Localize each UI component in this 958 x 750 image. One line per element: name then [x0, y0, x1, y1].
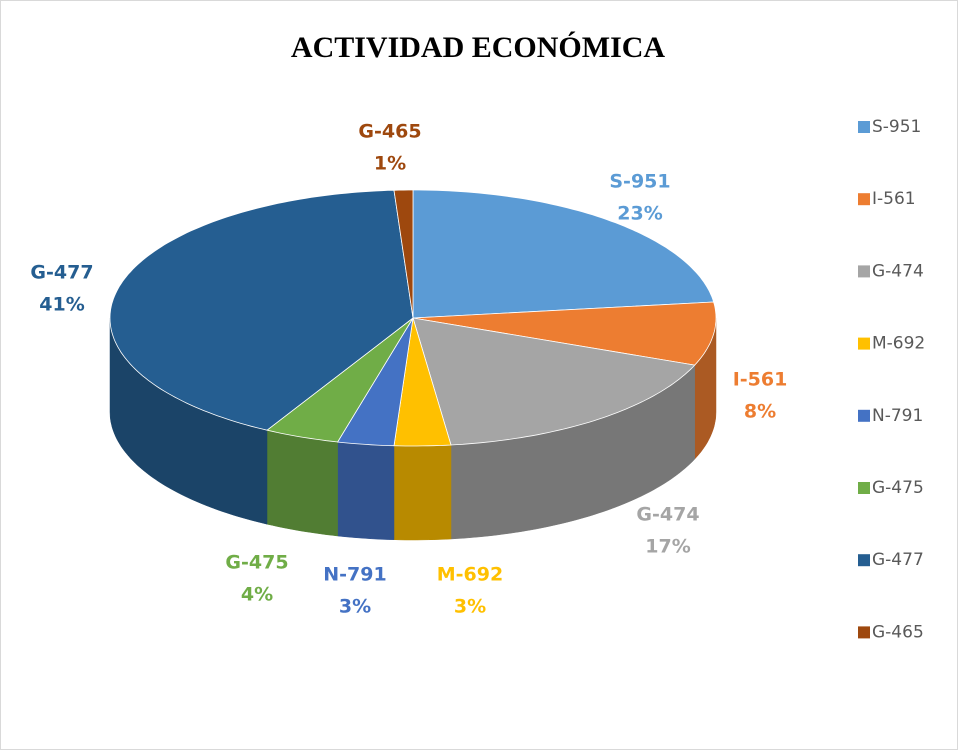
legend-swatch	[858, 121, 870, 133]
data-label-value: 17%	[645, 536, 690, 558]
data-label-value: 8%	[744, 401, 776, 423]
pie-slice	[266, 317, 414, 443]
legend-label: G-475	[872, 478, 924, 498]
pie-slice	[412, 301, 717, 366]
pie-slice	[109, 189, 414, 431]
legend-label: I-561	[872, 189, 916, 209]
data-label-value: 41%	[39, 294, 84, 316]
pie-slice	[412, 317, 696, 446]
data-label-value: 4%	[241, 584, 273, 606]
pie-tops	[109, 189, 717, 447]
pie-slice	[412, 189, 715, 319]
data-label-value: 3%	[339, 596, 371, 618]
data-label-value: 3%	[454, 596, 486, 618]
legend-swatch	[858, 626, 870, 639]
data-label-name: N-791	[323, 564, 386, 586]
legend-label: G-465	[872, 622, 924, 642]
legend-label: S-951	[872, 117, 921, 137]
legend-label: G-474	[872, 261, 924, 281]
chart-title: ACTIVIDAD ECONÓMICA	[291, 31, 666, 64]
data-labels: S-951 23% I-561 8% G-474 17% M-692 3% N-791 3% G-4…	[30, 121, 787, 618]
legend-swatch	[858, 482, 870, 494]
data-label-value: 1%	[374, 153, 406, 175]
data-label-name: G-465	[358, 121, 421, 143]
pie-side	[393, 444, 452, 541]
pie-side	[266, 429, 338, 537]
legend-swatch	[858, 409, 870, 422]
legend-swatch	[858, 554, 870, 567]
pie-slice	[393, 189, 414, 319]
legend-label: N-791	[872, 406, 923, 426]
data-label-name: G-475	[225, 552, 288, 574]
data-label-name: S-951	[609, 171, 670, 193]
data-label-name: M-692	[437, 564, 503, 586]
data-label-name: I-561	[733, 369, 788, 391]
data-label-value: 23%	[617, 203, 662, 225]
legend-swatch	[858, 193, 870, 206]
legend-swatch	[858, 337, 870, 350]
data-label-name: G-477	[30, 262, 93, 284]
pie-side	[337, 441, 395, 540]
legend: S-951 I-561 G-474 M-692 N-791 G-475 G-477 G-465	[858, 117, 925, 642]
legend-swatch	[858, 265, 870, 278]
legend-label: G-477	[872, 550, 924, 570]
pie-slice	[336, 317, 414, 447]
pie-sides	[109, 317, 717, 541]
legend-label: M-692	[872, 334, 925, 354]
data-label-name: G-474	[636, 504, 699, 526]
